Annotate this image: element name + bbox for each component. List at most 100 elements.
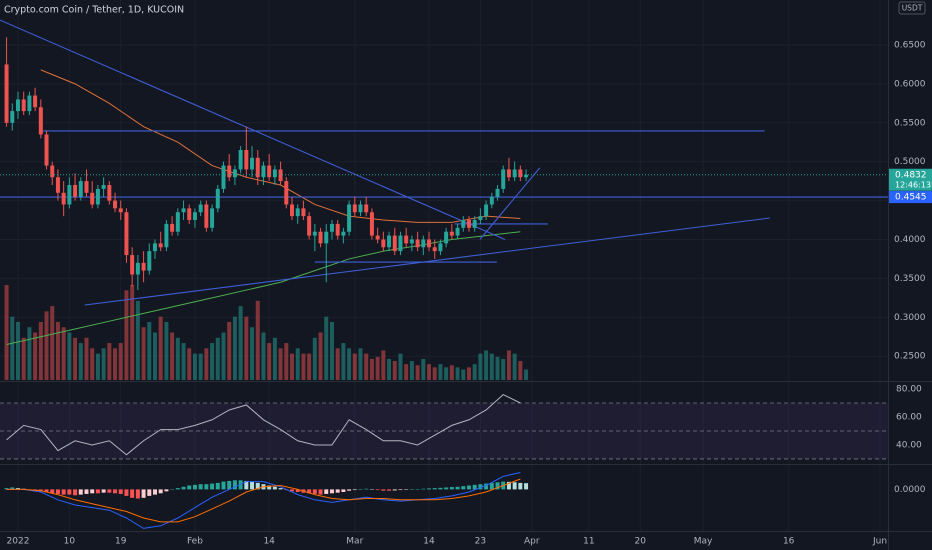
- macd-histogram-bar: [369, 489, 374, 490]
- currency-box[interactable]: [898, 1, 926, 15]
- candle-body: [295, 208, 300, 217]
- candle-body: [392, 235, 397, 252]
- macd-histogram-bar: [381, 489, 386, 491]
- volume-bar: [33, 332, 38, 380]
- volume-bar: [398, 353, 403, 380]
- candle-body: [232, 169, 237, 178]
- candle-body: [364, 204, 369, 213]
- candle-body: [278, 169, 283, 182]
- volume-bar: [175, 337, 180, 380]
- candle-body: [409, 239, 414, 244]
- candle-body: [466, 220, 471, 228]
- candle-body: [175, 212, 180, 232]
- volume-bar: [432, 367, 437, 380]
- volume-bar: [164, 321, 169, 380]
- volume-bar: [78, 343, 83, 380]
- candle-body: [118, 208, 123, 213]
- macd-histogram-bar: [170, 489, 175, 490]
- candle-body: [358, 204, 363, 213]
- x-tick-label: 11: [583, 537, 594, 547]
- axes: 2022 10 19 Feb 14 Mar 14 23 Apr 11 20 May 16 Jun 0.250…: [7, 40, 932, 547]
- candle-body: [135, 262, 140, 275]
- macd-histogram-bar: [484, 483, 489, 490]
- macd-histogram-bar: [524, 483, 529, 490]
- macd-histogram-bar: [130, 489, 135, 498]
- volume-bar: [341, 343, 346, 380]
- macd-histogram-bar: [398, 489, 403, 491]
- candle-body: [221, 165, 226, 189]
- price-pane: [0, 19, 888, 380]
- macd-histogram-bar: [341, 489, 346, 492]
- candle-body: [307, 216, 312, 236]
- volume-bar: [524, 369, 529, 380]
- macd-histogram-bar: [221, 481, 226, 490]
- volume-bar: [67, 332, 72, 380]
- x-tick-label: 16: [783, 537, 795, 547]
- macd-histogram-bar: [278, 488, 283, 490]
- volume-bar: [38, 321, 43, 380]
- volume-bar: [329, 321, 334, 380]
- x-tick-label: 23: [475, 537, 486, 547]
- volume-bar: [27, 327, 32, 380]
- candle-body: [484, 204, 489, 217]
- volume-bar: [278, 348, 283, 380]
- candle-body: [478, 216, 483, 221]
- candle-body: [415, 239, 420, 248]
- macd-histogram-bar: [267, 485, 272, 490]
- rsi-tick-label: 40.00: [896, 440, 922, 450]
- volume-bar: [335, 348, 340, 380]
- y-tick-label: 0.6500: [894, 40, 926, 50]
- macd-histogram-bar: [432, 488, 437, 490]
- candle-body: [55, 177, 60, 193]
- volume-bar: [415, 365, 420, 380]
- candle-body: [427, 239, 432, 248]
- countdown: 12:46:13: [895, 180, 931, 189]
- macd-histogram-bar: [352, 489, 357, 491]
- macd-histogram-bar: [318, 489, 323, 495]
- macd-histogram-bar: [44, 489, 49, 492]
- volume-bar: [118, 343, 123, 380]
- currency[interactable]: USDT: [902, 4, 923, 13]
- macd-histogram-bar: [101, 489, 106, 493]
- candle-body: [261, 165, 266, 178]
- candle-body: [512, 169, 517, 178]
- volume-bar: [295, 348, 300, 380]
- macd-histogram-bar: [198, 484, 203, 490]
- candle-body: [375, 235, 380, 240]
- candle-body: [73, 185, 78, 197]
- macd-line: [6, 472, 521, 529]
- signal-line: [6, 478, 521, 523]
- macd-histogram-bar: [90, 489, 95, 494]
- price-line-label: 0.4545: [895, 193, 927, 203]
- macd-histogram-bar: [158, 489, 163, 494]
- volume-bar: [421, 358, 426, 380]
- macd-histogram-bar: [347, 489, 352, 491]
- candle-body: [329, 223, 334, 232]
- macd-histogram-bar: [255, 482, 260, 490]
- rsi-pane: [0, 394, 888, 460]
- candle-body: [170, 223, 175, 232]
- y-tick-label: 0.2500: [894, 352, 926, 362]
- candle-body: [267, 165, 272, 178]
- candle-body: [272, 169, 277, 178]
- candle-body: [255, 157, 260, 178]
- volume-bar: [318, 332, 323, 380]
- volume-bar: [147, 321, 152, 380]
- candle-body: [95, 188, 100, 205]
- rsi-tick-label: 60.00: [896, 412, 922, 422]
- macd-histogram-bar: [455, 486, 460, 490]
- trendline: [479, 167, 541, 240]
- volume-bar: [478, 353, 483, 380]
- volume-bar: [101, 348, 106, 380]
- volume-bar: [449, 365, 454, 380]
- candle-body: [404, 235, 409, 244]
- volume-bar: [284, 343, 289, 380]
- volume-bar: [10, 316, 15, 380]
- volume-bar: [84, 337, 89, 380]
- volume-bar: [158, 316, 163, 380]
- macd-histogram-bar: [238, 480, 243, 490]
- macd-histogram-bar: [135, 489, 140, 499]
- candle-body: [124, 212, 129, 256]
- volume-bar: [21, 337, 26, 380]
- macd-histogram-bar: [107, 489, 112, 493]
